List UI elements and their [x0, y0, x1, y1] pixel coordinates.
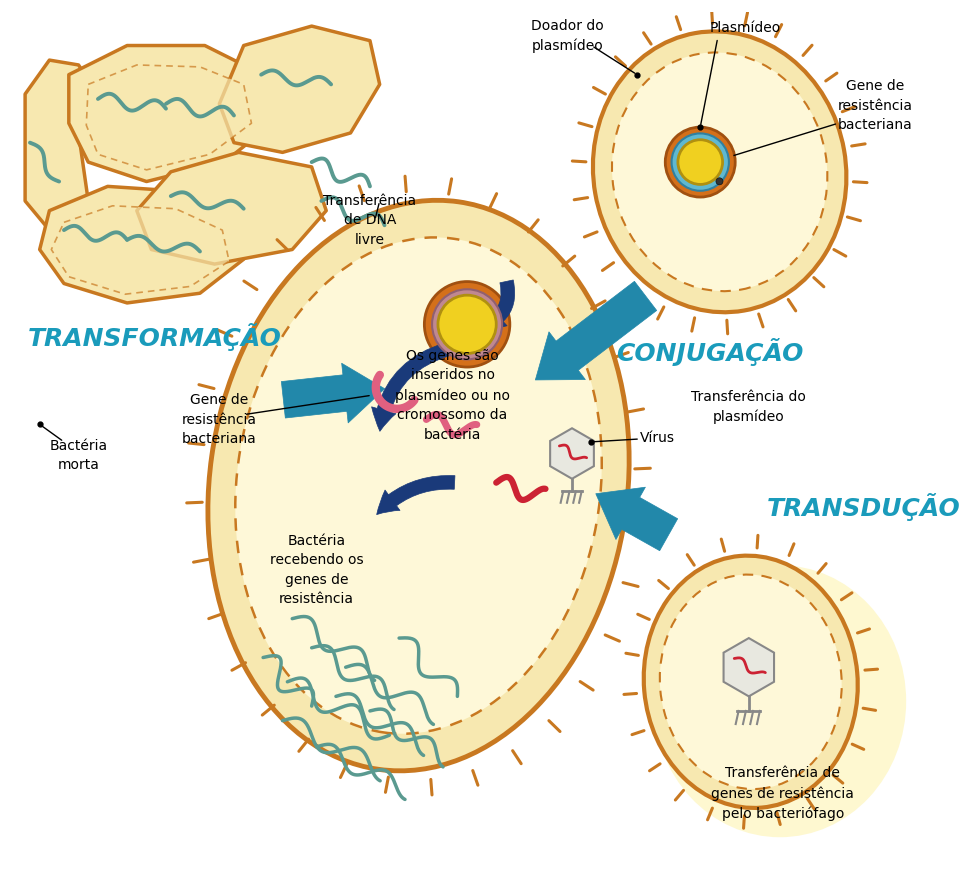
Polygon shape — [25, 60, 98, 230]
Text: Doador do
plasmídeo: Doador do plasmídeo — [531, 18, 603, 53]
Text: Gene de
resistência
bacteriana: Gene de resistência bacteriana — [836, 80, 912, 132]
Text: Bactéria
recebendo os
genes de
resistência: Bactéria recebendo os genes de resistênc… — [270, 534, 363, 607]
Circle shape — [438, 295, 495, 353]
Ellipse shape — [659, 574, 841, 789]
Circle shape — [677, 140, 722, 184]
Text: CONJUGAÇÃO: CONJUGAÇÃO — [616, 337, 803, 365]
Text: Plasmídeo: Plasmídeo — [709, 21, 781, 35]
Text: Bactéria
morta: Bactéria morta — [50, 439, 107, 472]
Polygon shape — [723, 638, 773, 697]
Polygon shape — [40, 186, 243, 303]
Polygon shape — [68, 45, 273, 182]
Text: Gene de
resistência
bacteriana: Gene de resistência bacteriana — [182, 393, 257, 446]
Ellipse shape — [612, 52, 827, 291]
Polygon shape — [550, 428, 593, 479]
Polygon shape — [219, 26, 379, 152]
Polygon shape — [137, 152, 326, 264]
Polygon shape — [86, 65, 251, 170]
Text: TRANSFORMAÇÃO: TRANSFORMAÇÃO — [27, 323, 281, 351]
Ellipse shape — [208, 200, 628, 771]
Text: TRANSDUÇÃO: TRANSDUÇÃO — [766, 493, 959, 521]
Circle shape — [424, 281, 509, 367]
Text: Transferência de
genes de resistência
pelo bacteriófago: Transferência de genes de resistência pe… — [710, 766, 853, 821]
Text: Transferência do
plasmídeo: Transferência do plasmídeo — [691, 390, 805, 424]
Circle shape — [432, 289, 501, 359]
Circle shape — [715, 177, 722, 184]
Text: Os genes são
inseridos no
plasmídeo ou no
cromossomo da
bactéria: Os genes são inseridos no plasmídeo ou n… — [395, 349, 509, 441]
Ellipse shape — [592, 31, 845, 312]
Ellipse shape — [235, 238, 601, 734]
Circle shape — [664, 127, 735, 197]
Ellipse shape — [653, 565, 906, 837]
Polygon shape — [51, 205, 229, 295]
Text: Vírus: Vírus — [639, 431, 674, 445]
Ellipse shape — [643, 556, 857, 808]
Circle shape — [671, 134, 728, 191]
Text: Transferência
de DNA
livre: Transferência de DNA livre — [323, 194, 416, 246]
